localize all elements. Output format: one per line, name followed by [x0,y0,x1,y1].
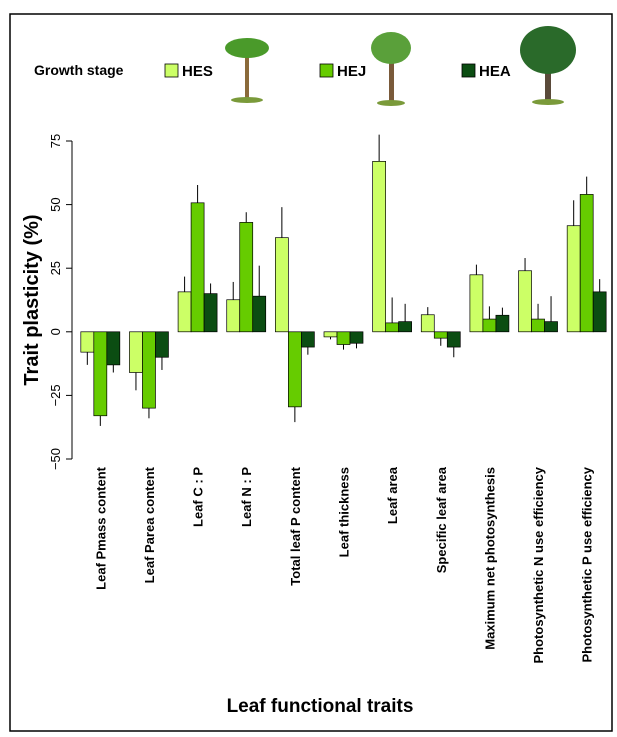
bar [373,161,386,331]
legend-label: HES [182,63,213,80]
y-tick-label: −50 [48,448,63,470]
y-tick-label: −25 [48,384,63,406]
bar [545,322,558,332]
bar [129,332,142,373]
tree-icon-hej [371,32,411,106]
bar [580,194,593,331]
bar [240,222,253,331]
legend-label: HEJ [337,63,366,80]
bar [253,296,266,332]
bar [337,332,350,345]
bar [567,226,580,332]
bar [204,294,217,332]
x-tick-label: Total leaf P content [288,466,303,585]
x-tick-label: Leaf Pmass content [93,466,108,589]
legend-swatch [320,64,333,77]
bar [519,271,532,332]
legend-title: Growth stage [34,62,124,78]
y-tick-label: 75 [48,134,63,148]
bar [94,332,107,416]
bar [447,332,460,347]
bar [434,332,447,338]
x-tick-label: Photosynthetic N use efficiency [531,466,546,663]
bar [470,275,483,332]
bar [301,332,314,347]
x-tick-label: Specific leaf area [434,466,449,573]
bar [155,332,168,357]
x-tick-label: Maximum net photosynthesis [482,467,497,650]
bar [350,332,363,343]
bar [399,322,412,332]
legend-swatch [462,64,475,77]
x-tick-label: Photosynthetic P use efficiency [580,466,595,662]
x-tick-label: Leaf Parea content [142,466,157,583]
x-tick-label: Leaf thickness [337,467,352,557]
y-tick-label: 25 [48,261,63,275]
bar [107,332,120,365]
tree-icon-hea [520,26,576,105]
chart: Growth stage Trait plasticity (%) Leaf f… [0,0,617,732]
bar [483,319,496,332]
bar [593,292,606,332]
bar [421,315,434,332]
bar [81,332,94,352]
bar [324,332,337,337]
bar [386,323,399,332]
x-tick-label: Leaf C : P [191,467,206,527]
bar [288,332,301,407]
bar [275,238,288,332]
bar [532,319,545,332]
legend-label: HEA [479,63,511,80]
bar [142,332,155,408]
x-axis-title: Leaf functional traits [227,696,414,717]
legend-swatch [165,64,178,77]
bar [227,300,240,332]
x-tick-label: Leaf area [385,466,400,524]
bar [191,203,204,332]
y-tick-label: 0 [48,328,63,335]
x-tick-label: Leaf N : P [239,467,254,527]
bar [496,315,509,332]
y-tick-label: 50 [48,197,63,211]
bar [178,292,191,332]
tree-icon-hes [225,38,269,103]
y-axis-title: Trait plasticity (%) [21,214,43,385]
